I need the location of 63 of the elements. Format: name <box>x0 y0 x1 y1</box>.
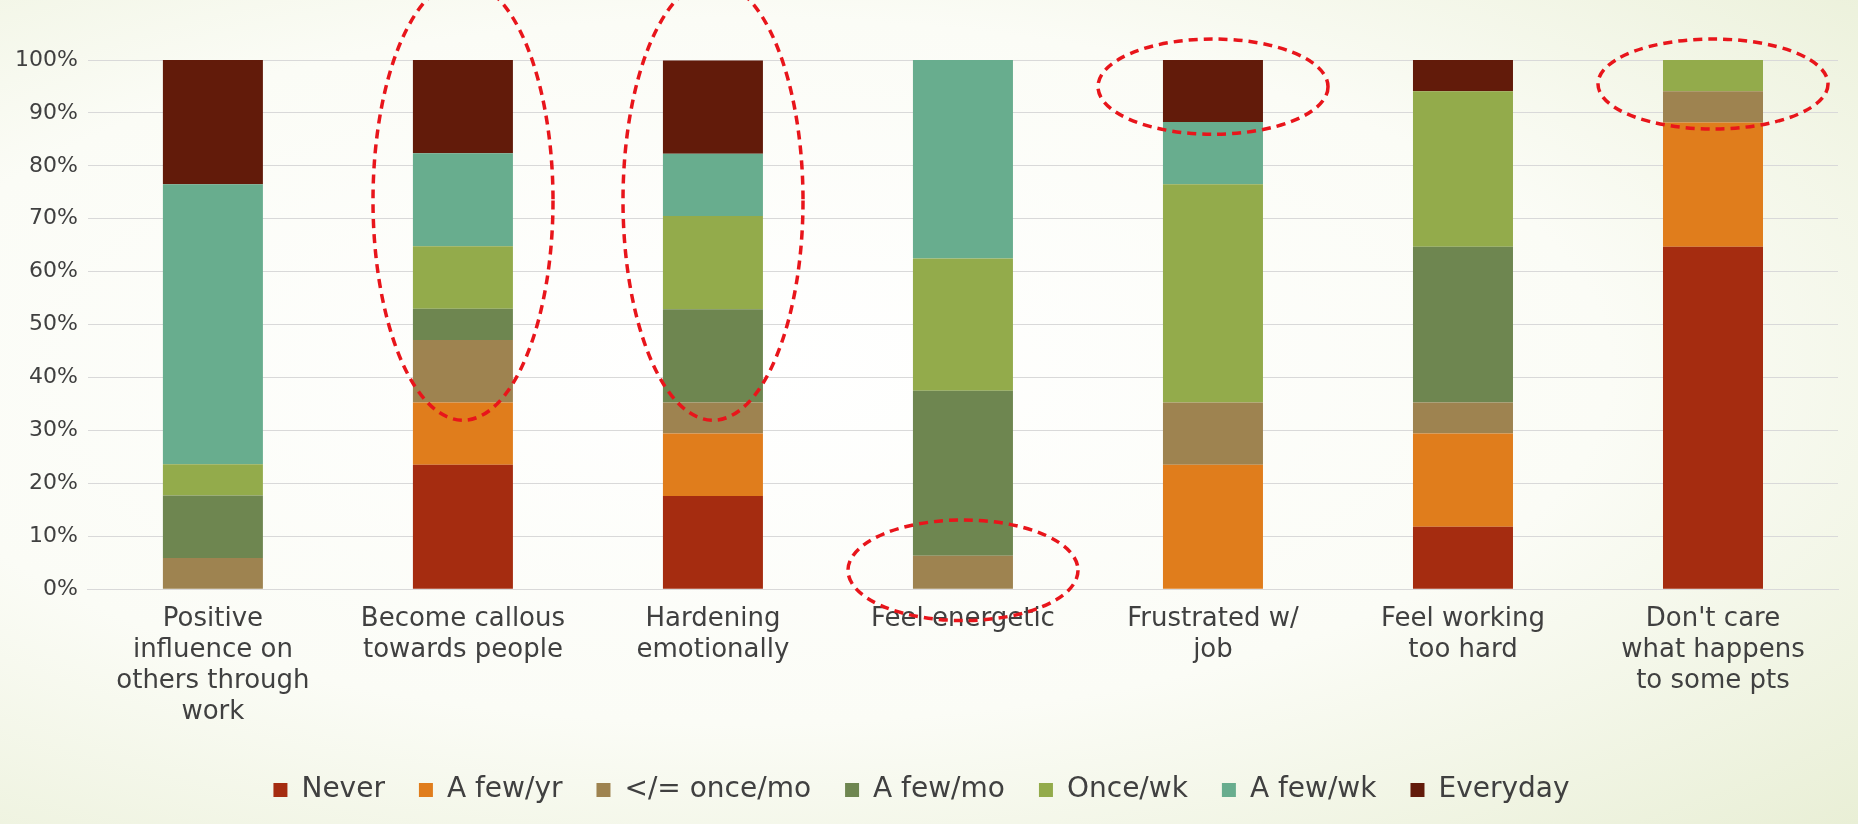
bar <box>412 60 513 154</box>
bar <box>162 184 263 465</box>
x-tick-label: Positive influence on others through work <box>116 601 310 726</box>
bar <box>662 402 763 434</box>
bar <box>662 496 763 589</box>
y-tick-label: 50% <box>28 310 78 336</box>
x-tick-label: Feel energetic <box>870 601 1055 632</box>
y-tick-label: 40% <box>28 363 78 389</box>
bar <box>1162 184 1263 403</box>
bar <box>1662 246 1763 589</box>
bar <box>662 153 763 217</box>
bar <box>662 60 763 154</box>
bar <box>912 390 1013 556</box>
y-tick-label: 70% <box>28 204 78 230</box>
bar <box>162 60 263 185</box>
y-tick-label: 30% <box>28 416 78 442</box>
bar <box>162 557 263 589</box>
legend-label: Once/wk <box>1066 771 1189 805</box>
bar <box>412 339 513 403</box>
x-tick-label: Become callous towards people <box>360 601 566 663</box>
bar <box>1412 91 1513 247</box>
legend-label: </= once/mo <box>624 771 812 805</box>
bar <box>412 308 513 340</box>
bar <box>412 464 513 589</box>
bar <box>912 60 1013 259</box>
bar <box>1162 402 1263 465</box>
bar <box>1162 60 1263 122</box>
x-tick-label: Feel working too hard <box>1380 601 1546 663</box>
bar <box>412 246 513 309</box>
bar <box>1662 122 1763 247</box>
bar <box>1412 246 1513 403</box>
bar <box>912 555 1013 589</box>
bar <box>1412 526 1513 589</box>
bar <box>1662 91 1763 123</box>
bar <box>912 258 1013 391</box>
y-tick-label: 90% <box>28 98 78 124</box>
x-tick-label: Frustrated w/ job <box>1127 601 1299 663</box>
x-tick-label: Don't care what happens to some pts <box>1621 601 1805 694</box>
bar <box>162 495 263 558</box>
legend-label: Never <box>301 771 386 805</box>
bar <box>1162 464 1263 589</box>
y-tick-label: 0% <box>42 574 78 600</box>
bar <box>1412 60 1513 92</box>
y-tick-label: 80% <box>28 151 78 177</box>
bar <box>662 216 763 310</box>
bar <box>1662 60 1763 92</box>
bar <box>412 402 513 465</box>
bar <box>662 433 763 497</box>
y-tick-label: 100% <box>14 45 78 71</box>
x-tick-label: Hardening emotionally <box>636 601 790 663</box>
y-tick-label: 10% <box>28 522 78 547</box>
y-tick-label: 20% <box>28 469 78 495</box>
bar <box>662 309 763 403</box>
y-tick-label: 60% <box>28 257 78 283</box>
legend-label: A few/yr <box>446 771 563 805</box>
legend-label: Everyday <box>1438 771 1570 805</box>
bar <box>162 464 263 496</box>
bar <box>1412 402 1513 434</box>
legend-label: A few/mo <box>873 771 1005 805</box>
legend-label: A few/wk <box>1249 771 1378 805</box>
bar <box>1162 121 1263 185</box>
bar <box>412 153 513 247</box>
bar <box>1412 433 1513 527</box>
